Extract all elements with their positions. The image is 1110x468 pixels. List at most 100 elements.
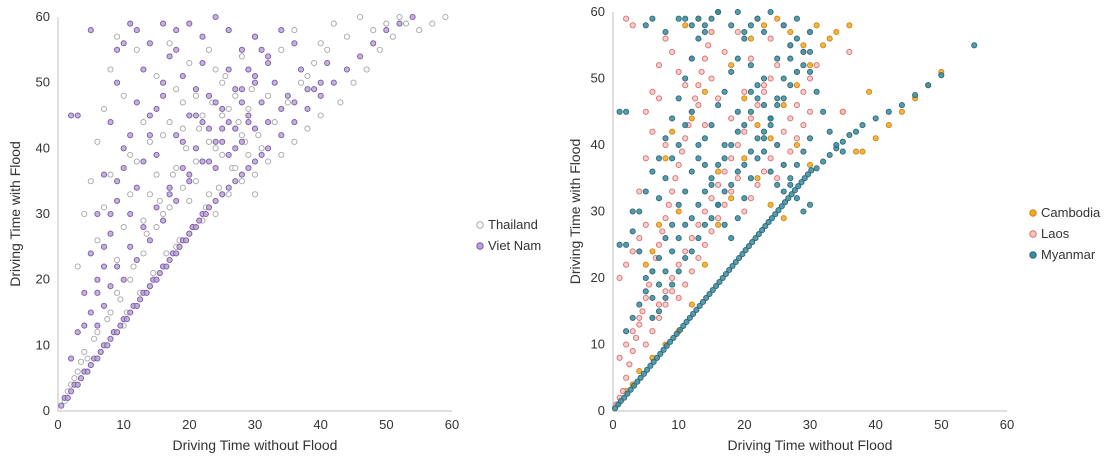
data-point [734,128,741,135]
x-tick-label: 30 [248,417,262,432]
data-point [669,115,676,122]
data-point [655,221,663,228]
data-point [330,20,337,27]
data-point [179,125,186,132]
data-point [787,55,794,62]
data-point [258,145,265,152]
data-point [649,268,656,275]
x-axis-title: Driving Time without Flood [173,437,338,453]
data-point [74,112,81,119]
data-point [695,15,702,22]
data-point [107,230,114,237]
data-point [655,195,663,202]
data-point [852,148,860,155]
series-thailand [61,13,449,405]
data-point [708,28,715,36]
data-point [238,132,245,139]
data-point [787,82,794,89]
data-point [701,22,708,29]
data-point [238,53,245,60]
legend-label: Viet Nam [488,238,541,253]
data-point [676,326,684,333]
data-point [754,82,761,89]
data-point [662,175,669,182]
data-point [754,102,761,109]
data-point [258,46,265,53]
y-axis-title: Driving Time with Flood [7,141,23,287]
data-point [265,145,272,152]
data-point [212,99,219,106]
data-point [667,338,674,345]
data-point [682,122,689,129]
data-point [133,256,140,264]
data-point [616,241,623,248]
data-point [629,208,636,215]
data-point [701,161,708,168]
data-point [104,316,111,323]
data-point [682,135,689,142]
data-point [192,224,199,231]
data-point [713,282,720,290]
data-point [663,342,670,349]
data-point [278,132,285,139]
data-point [808,167,815,174]
data-point [363,66,370,73]
data-point [688,168,695,175]
data-point [826,128,833,135]
data-point [114,46,121,53]
data-point [74,368,81,375]
data-point [636,321,643,328]
data-point [173,46,180,53]
x-tick-label: 50 [934,417,948,432]
data-point [669,274,676,282]
data-point [686,314,693,321]
x-tick-label: 20 [737,417,751,432]
data-point [688,215,695,222]
data-point [64,394,71,401]
data-point [357,13,364,21]
data-point [741,161,748,168]
data-point [682,281,689,288]
data-point [173,164,180,172]
data-point [166,40,173,47]
data-point [760,28,768,36]
data-point [238,171,245,178]
data-point [752,235,759,242]
data-point [94,289,101,296]
data-point [787,42,794,49]
data-point [232,178,239,185]
data-point [278,46,285,53]
data-point [768,215,775,222]
data-point [649,328,656,335]
data-point [107,309,114,316]
data-point [649,88,656,95]
data-point [780,188,787,195]
data-point [623,341,630,348]
data-point [311,59,318,67]
data-point [728,141,735,149]
data-point [701,28,708,36]
data-point [205,125,213,132]
data-point [232,92,239,99]
data-point [68,355,75,362]
data-point [68,388,75,395]
data-point [304,105,311,112]
data-point [186,171,193,178]
data-point [140,158,147,165]
y-tick-label: 40 [591,137,605,152]
data-point [317,92,324,99]
data-point [885,122,892,129]
data-point [94,210,101,218]
data-point [747,22,754,29]
data-point [304,86,311,93]
data-point [636,235,643,242]
data-point [107,335,114,342]
data-point [682,188,689,195]
data-point [670,334,677,341]
data-point [745,243,752,250]
data-point [81,322,88,329]
data-point [655,155,663,162]
data-point [701,241,708,248]
data-point [695,82,702,89]
data-point [317,40,324,47]
